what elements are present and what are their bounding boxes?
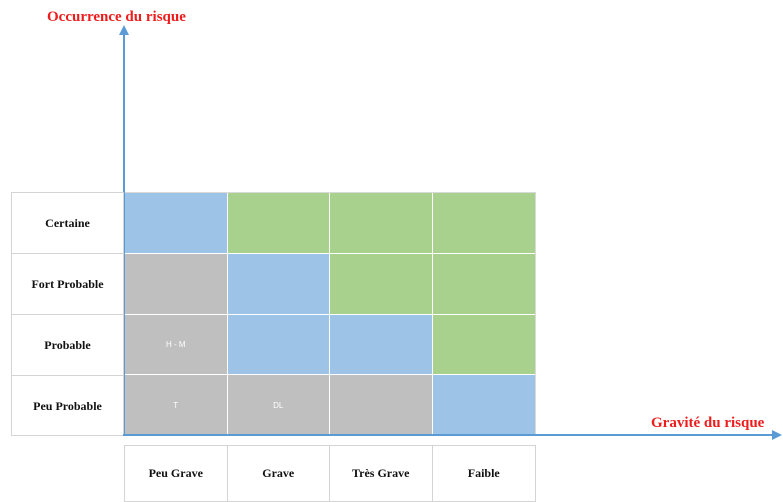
row-labels: Certaine Fort Probable Probable Peu Prob… [11, 192, 124, 436]
matrix-cell [125, 193, 228, 254]
row-label-certaine: Certaine [12, 193, 123, 254]
row-label-fort-probable: Fort Probable [12, 254, 123, 315]
column-label-faible: Faible [467, 466, 500, 480]
matrix-cell [330, 375, 433, 436]
y-axis-arrow-icon [119, 25, 129, 35]
row-label-peu-probable: Peu Probable [33, 399, 102, 413]
matrix-cell [227, 193, 330, 254]
matrix-cell: H - M [125, 314, 228, 376]
matrix-cell: DL [227, 375, 330, 436]
column-label-tres-grave: Très Grave [330, 446, 433, 501]
column-label-peu-grave: Peu Grave [125, 446, 228, 501]
column-label-grave: Grave [228, 446, 330, 501]
matrix-cell [432, 193, 535, 254]
column-labels: Peu Grave Grave Très Grave Faible [124, 445, 536, 502]
matrix-cell [432, 375, 535, 436]
matrix-cell [125, 253, 228, 315]
y-axis-title: Occurrence du risque [47, 9, 186, 25]
row-label-probable: Probable [12, 315, 123, 376]
y-axis-line [123, 33, 125, 436]
matrix-cell [432, 253, 535, 315]
matrix-cell [432, 314, 535, 376]
x-axis-arrow-icon [772, 430, 782, 440]
x-axis-title: Gravité du risque [651, 415, 765, 431]
x-axis-line [123, 434, 773, 436]
matrix-cell: T [125, 375, 228, 436]
matrix-cell [227, 253, 330, 315]
risk-matrix: H - M T DL [125, 192, 536, 436]
matrix-cell [330, 253, 433, 315]
matrix-cell [330, 314, 433, 376]
matrix-cell [330, 193, 433, 254]
matrix-cell [227, 314, 330, 376]
